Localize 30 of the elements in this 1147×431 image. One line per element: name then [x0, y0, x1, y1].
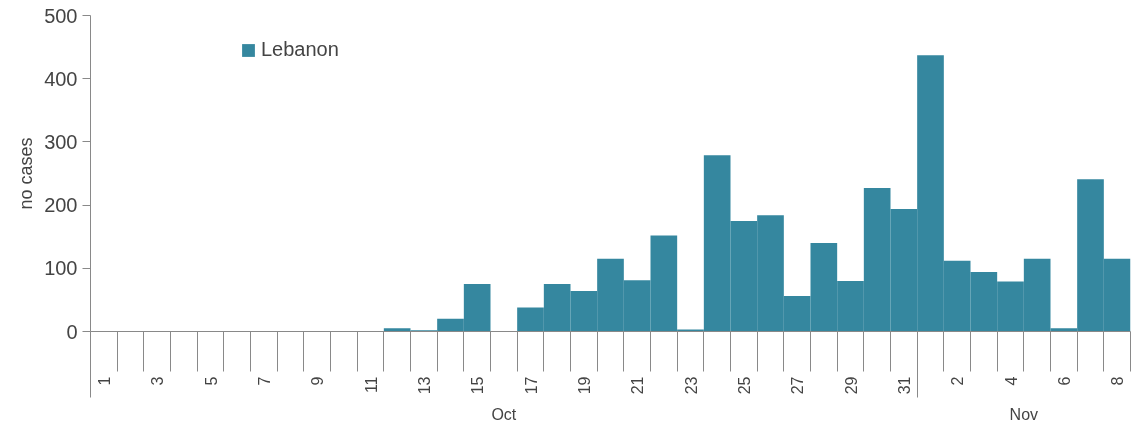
text: Oct	[491, 405, 517, 423]
x-tick-label: 27	[789, 376, 807, 395]
x-tick-label: 5	[202, 376, 220, 386]
y-tick-label: 500	[44, 4, 78, 27]
x-tick-label: 2	[949, 376, 967, 386]
x-tick-label: 17	[522, 376, 540, 395]
x-tick-label: 9	[309, 376, 327, 386]
x-tick-label: 19	[575, 376, 593, 395]
text: Nov	[1009, 405, 1039, 423]
x-tick-label: 13	[415, 376, 433, 395]
x-tick-label: 15	[469, 376, 487, 395]
x-tick-label: 31	[895, 376, 913, 395]
legend-label: Lebanon	[261, 38, 339, 61]
y-tick-label: 200	[44, 194, 78, 217]
x-tick-label: 1	[95, 376, 113, 386]
x-tick-label: 3	[149, 376, 167, 386]
x-tick-label: 7	[255, 376, 273, 386]
x-tick-label: 8	[1109, 376, 1127, 386]
x-tick-label: 4	[1002, 376, 1020, 386]
x-tick-label: 21	[629, 376, 647, 395]
y-tick-label: 300	[44, 130, 78, 153]
y-axis-title: no cases	[16, 137, 37, 210]
x-tick-label: 11	[362, 376, 380, 394]
x-tick-label: 23	[682, 376, 700, 395]
x-tick-label: 25	[735, 376, 753, 395]
y-tick-label: 0	[66, 320, 78, 343]
x-tick-label: 29	[842, 376, 860, 395]
y-tick-label: 100	[44, 257, 78, 280]
x-tick-label: 6	[1055, 376, 1073, 386]
y-tick-label: 400	[44, 67, 78, 90]
